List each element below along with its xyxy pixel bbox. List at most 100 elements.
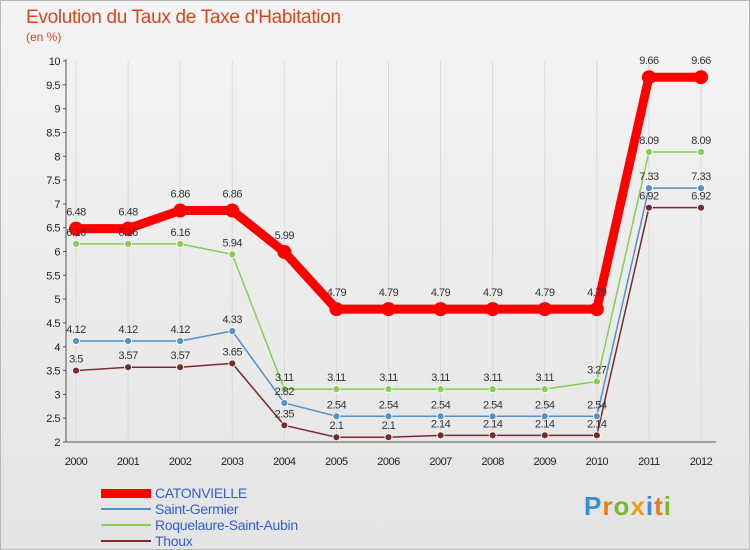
- data-point: [277, 244, 292, 259]
- data-label: 2.1: [330, 420, 344, 432]
- data-point: [280, 421, 289, 430]
- data-label: 2.14: [587, 418, 607, 430]
- logo-letter: i: [663, 491, 672, 521]
- data-point: [488, 385, 497, 394]
- data-point: [72, 366, 80, 375]
- x-tick-label: 2012: [690, 456, 713, 468]
- x-tick-label: 2010: [586, 456, 609, 468]
- x-tick-label: 2001: [117, 456, 140, 468]
- logo-letter: P: [584, 491, 603, 521]
- data-point: [433, 302, 448, 317]
- legend-label: CATONVIELLE: [155, 485, 247, 501]
- data-label: 4.79: [327, 287, 347, 299]
- data-point: [540, 385, 549, 394]
- data-point: [488, 431, 497, 440]
- data-point: [280, 399, 289, 407]
- data-point: [645, 184, 653, 193]
- proxiti-logo: Proxiti: [584, 491, 672, 522]
- data-label: 2.54: [587, 399, 607, 411]
- data-label: 9.66: [639, 55, 659, 67]
- data-point: [228, 359, 237, 368]
- data-label: 4.79: [535, 287, 555, 299]
- data-label: 4.12: [66, 324, 86, 336]
- legend-swatch: [101, 540, 151, 542]
- data-label: 2.35: [275, 408, 295, 420]
- data-label: 2.1: [382, 420, 396, 432]
- x-tick-label: 2002: [169, 456, 192, 468]
- data-label: 9.66: [691, 55, 711, 67]
- data-point: [592, 431, 601, 440]
- data-label: 4.33: [223, 314, 243, 326]
- data-point: [436, 385, 445, 394]
- legend-label: Saint-Germier: [155, 501, 239, 517]
- data-label: 2.54: [379, 399, 399, 411]
- data-point: [176, 337, 185, 345]
- y-tick-label: 7.5: [46, 175, 60, 187]
- data-point: [645, 203, 653, 212]
- data-label: 2.54: [483, 399, 503, 411]
- data-label: 4.79: [483, 287, 503, 299]
- data-point: [280, 385, 289, 394]
- data-point: [332, 412, 341, 421]
- legend-item: Thoux: [101, 533, 298, 549]
- x-tick-label: 2004: [273, 456, 296, 468]
- data-point: [592, 412, 601, 421]
- logo-letter: o: [613, 491, 631, 521]
- y-tick-label: 7: [54, 199, 60, 211]
- logo-letter: r: [602, 491, 614, 521]
- data-point: [124, 363, 132, 372]
- x-tick-label: 2005: [325, 456, 348, 468]
- y-tick-label: 4: [54, 342, 60, 354]
- data-label: 4.79: [431, 287, 451, 299]
- data-label: 2.82: [275, 386, 295, 398]
- data-point: [697, 148, 705, 156]
- data-label: 4.12: [170, 324, 190, 336]
- y-tick-label: 2.5: [46, 413, 60, 425]
- logo-letter: x: [630, 491, 646, 521]
- data-point: [589, 302, 604, 317]
- y-tick-label: 9: [54, 104, 60, 116]
- legend-swatch: [101, 488, 151, 498]
- data-label: 3.11: [431, 372, 450, 384]
- data-label: 7.33: [639, 171, 659, 183]
- data-label: 3.65: [223, 346, 243, 358]
- data-labels: 6.48 6.48 6.86 6.86 5.99 4.79 4.79 4.79 4.79 4.79…: [66, 55, 711, 432]
- data-label: 6.92: [639, 191, 659, 203]
- data-label: 6.86: [223, 189, 243, 201]
- data-point: [121, 221, 136, 236]
- data-point: [332, 433, 341, 442]
- data-label: 3.5: [69, 354, 83, 366]
- data-label: 7.33: [691, 171, 711, 183]
- data-point: [641, 70, 656, 85]
- data-label: 3.11: [327, 372, 346, 384]
- legend-item: CATONVIELLE: [101, 485, 298, 501]
- data-label: 3.27: [587, 365, 607, 377]
- data-label: 2.14: [535, 418, 555, 430]
- data-point: [694, 70, 708, 85]
- data-point: [384, 412, 393, 421]
- data-label: 6.92: [691, 191, 711, 203]
- data-label: 8.09: [639, 135, 659, 147]
- data-point: [228, 250, 237, 259]
- data-point: [69, 221, 83, 236]
- data-label: 3.11: [483, 372, 502, 384]
- axes: 2000 2001 2002 2003 2004 2005 2006 2007 2008 2009…: [46, 56, 716, 468]
- data-label: 6.86: [170, 189, 190, 201]
- series-group: [69, 70, 708, 442]
- data-label: 6.48: [66, 207, 86, 219]
- y-tick-label: 8.5: [46, 127, 60, 139]
- data-point: [176, 239, 185, 248]
- x-tick-label: 2007: [429, 456, 452, 468]
- legend-item: Roquelaure-Saint-Aubin: [101, 517, 298, 533]
- legend-swatch: [101, 508, 151, 510]
- chart-unit: (en %): [26, 30, 62, 44]
- x-tick-label: 2009: [534, 456, 557, 468]
- y-tick-label: 6: [54, 247, 60, 259]
- y-tick-label: 9.5: [46, 80, 60, 92]
- data-point: [592, 377, 601, 386]
- grid: [75, 61, 702, 442]
- legend-label: Roquelaure-Saint-Aubin: [155, 517, 298, 533]
- data-label: 3.11: [535, 372, 554, 384]
- data-label: 6.16: [66, 227, 86, 239]
